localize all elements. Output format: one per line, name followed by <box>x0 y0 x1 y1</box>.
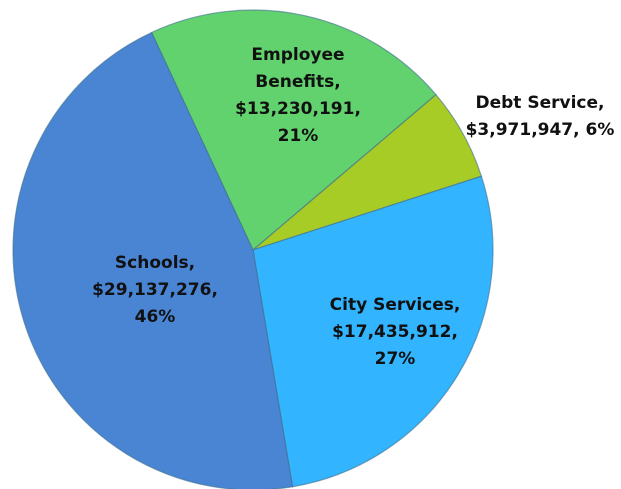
pie-slice <box>252 175 494 488</box>
label-percent: 46% <box>134 307 176 327</box>
label-value: $3,971,947, <box>465 120 580 140</box>
label-value: $29,137,276, <box>92 280 218 300</box>
data-label: City Services, $17,435,912, 27% <box>320 292 470 373</box>
label-percent: 21% <box>277 126 319 146</box>
data-label: Debt Service, $3,971,947, 6% <box>455 90 621 144</box>
data-label: Employee Benefits, $13,230,191, 21% <box>233 42 363 150</box>
label-category: Schools, <box>114 253 196 273</box>
label-category: City Services, <box>329 295 461 315</box>
pie-slice <box>150 9 437 251</box>
label-value: $13,230,191, <box>235 99 361 119</box>
label-percent: 6% <box>585 120 615 140</box>
label-percent: 27% <box>374 349 416 369</box>
label-value: $17,435,912, <box>332 322 458 342</box>
data-label: Schools, $29,137,276, 46% <box>80 250 230 331</box>
label-category: Employee Benefits, <box>251 45 345 92</box>
pie-slice <box>12 31 294 489</box>
label-category: Debt Service, <box>475 93 605 113</box>
